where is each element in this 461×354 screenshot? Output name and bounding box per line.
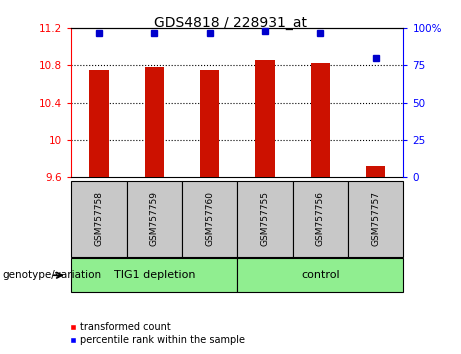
Text: TIG1 depletion: TIG1 depletion — [114, 270, 195, 280]
Text: GSM757756: GSM757756 — [316, 191, 325, 246]
Text: GSM757760: GSM757760 — [205, 191, 214, 246]
Legend: transformed count, percentile rank within the sample: transformed count, percentile rank withi… — [65, 319, 249, 349]
Text: genotype/variation: genotype/variation — [2, 270, 101, 280]
Text: GSM757755: GSM757755 — [260, 191, 270, 246]
Bar — [366, 166, 385, 177]
Bar — [255, 60, 275, 177]
Text: GSM757757: GSM757757 — [371, 191, 380, 246]
Text: GDS4818 / 228931_at: GDS4818 / 228931_at — [154, 16, 307, 30]
Bar — [89, 70, 109, 177]
Text: control: control — [301, 270, 340, 280]
Bar — [200, 70, 219, 177]
Bar — [145, 67, 164, 177]
Text: GSM757759: GSM757759 — [150, 191, 159, 246]
Bar — [311, 63, 330, 177]
Text: GSM757758: GSM757758 — [95, 191, 104, 246]
